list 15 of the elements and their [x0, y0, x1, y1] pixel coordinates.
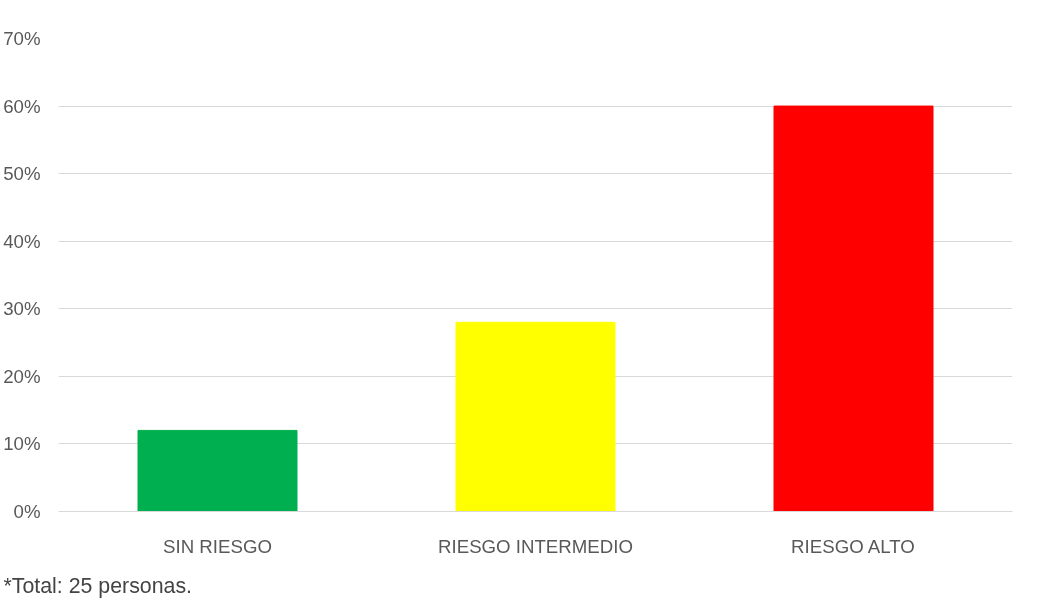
y-tick-label: 40%	[3, 230, 41, 252]
x-tick-label: RIESGO ALTO	[791, 535, 915, 557]
y-tick-label: 30%	[3, 298, 41, 320]
x-tick-label: SIN RIESGO	[163, 535, 272, 557]
text: *Total: 25 personas.	[3, 574, 193, 598]
y-tick-label: 10%	[3, 433, 41, 455]
y-tick-label: 0%	[13, 501, 41, 522]
y-tick-label: 60%	[3, 95, 41, 117]
bar	[137, 429, 298, 512]
bar	[455, 321, 616, 512]
y-tick-label: 70%	[3, 28, 41, 49]
y-tick-label: 50%	[3, 163, 41, 185]
bar	[773, 105, 934, 512]
x-tick-label: RIESGO INTERMEDIO	[438, 535, 633, 557]
y-tick-label: 20%	[3, 365, 41, 387]
